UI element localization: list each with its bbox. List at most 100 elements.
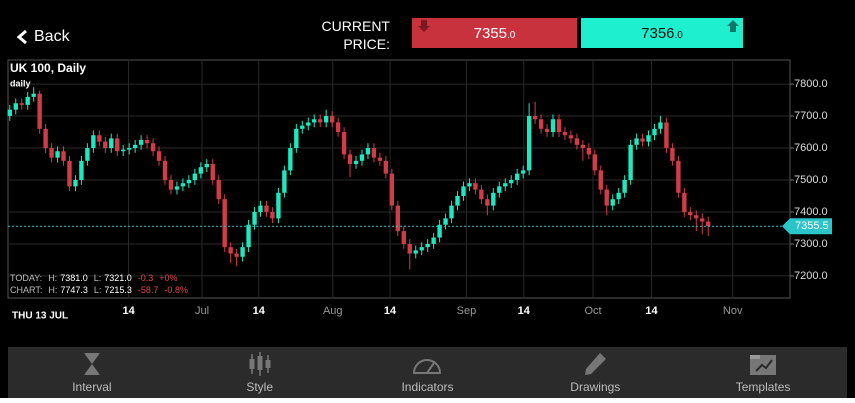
- candle-body: [186, 180, 192, 184]
- x-tick-label: 14: [645, 305, 658, 317]
- candle-body: [19, 103, 24, 105]
- candle-body: [520, 170, 526, 174]
- candle-body: [353, 160, 359, 165]
- candle-body: [79, 160, 84, 180]
- candle-body: [467, 183, 472, 187]
- candle-body: [198, 167, 204, 174]
- candle-body: [168, 180, 174, 190]
- back-button[interactable]: Back: [16, 28, 70, 46]
- sell-button[interactable]: 7355.0: [412, 18, 577, 48]
- candle-body: [419, 247, 424, 251]
- candle-body: [258, 205, 263, 212]
- candle-body: [43, 128, 48, 149]
- stats-l-label: L:: [94, 285, 102, 295]
- candle-body: [138, 140, 144, 145]
- sell-price-decimals: .0: [507, 29, 516, 41]
- candle-body: [335, 122, 341, 133]
- candle-body: [49, 148, 54, 158]
- stats-h: 7381.0: [60, 273, 88, 283]
- cursor-date-bg: [8, 304, 78, 326]
- candle-body: [7, 109, 12, 117]
- y-tick-label: 7600.0: [794, 142, 828, 154]
- tool-indicators[interactable]: Indicators: [344, 347, 512, 398]
- tool-interval[interactable]: Interval: [8, 347, 176, 398]
- candle-body: [121, 149, 126, 152]
- candle-body: [688, 211, 693, 216]
- candle-body: [634, 138, 639, 145]
- candle-body: [55, 151, 60, 158]
- x-tick-label: 14: [253, 305, 266, 317]
- candle-body: [479, 189, 484, 200]
- buy-button[interactable]: 7356.0: [581, 18, 743, 48]
- x-tick-label: Sep: [457, 305, 477, 317]
- candle-body: [329, 116, 335, 123]
- x-tick-label: Jul: [195, 305, 209, 317]
- candle-body: [443, 218, 448, 225]
- candle-body: [115, 138, 120, 152]
- candle-body: [604, 189, 609, 206]
- candle-body: [473, 183, 478, 190]
- y-tick-label: 7800.0: [794, 78, 828, 90]
- candle-body: [204, 164, 209, 168]
- candle-body: [240, 247, 245, 257]
- candle-body: [395, 205, 401, 232]
- candle-body: [174, 186, 180, 190]
- candle-body: [383, 160, 389, 174]
- tool-label: Indicators: [401, 380, 454, 394]
- candle-body: [449, 205, 454, 219]
- candle-body: [306, 122, 311, 126]
- tool-drawings[interactable]: Drawings: [511, 347, 679, 398]
- candle-body: [407, 243, 412, 254]
- candle-body: [61, 151, 66, 161]
- candle-body: [144, 140, 150, 144]
- tool-label: Templates: [735, 380, 791, 394]
- candle-body: [377, 157, 383, 161]
- candle-body: [544, 128, 550, 133]
- up-arrow: [727, 20, 739, 32]
- candle-body: [622, 180, 627, 193]
- stats-label: CHART:: [10, 285, 42, 295]
- candle-body: [413, 250, 418, 254]
- tool-templates[interactable]: Templates: [679, 347, 847, 398]
- candle-body: [658, 122, 663, 129]
- candle-body: [294, 128, 299, 149]
- buy-price-decimals: .0: [674, 29, 683, 41]
- candle-body: [318, 119, 323, 123]
- candle-body: [514, 173, 520, 180]
- plot-frame: [7, 59, 791, 299]
- candle-body: [341, 132, 347, 155]
- candles-icon: [249, 352, 271, 376]
- x-tick-label: Oct: [584, 305, 601, 317]
- candle-body: [431, 237, 436, 244]
- candle-body: [222, 199, 227, 248]
- candle-body: [210, 164, 215, 180]
- candle-body: [300, 125, 305, 129]
- candle-body: [389, 173, 395, 206]
- stats-label: TODAY:: [10, 273, 42, 283]
- candle-body: [670, 148, 675, 161]
- stats-l: 7215.3: [104, 285, 132, 295]
- candle-body: [652, 128, 657, 136]
- candle-body: [580, 144, 586, 149]
- chart-title: UK 100, Daily: [10, 61, 86, 75]
- candle-body: [156, 151, 162, 161]
- chart-subtitle: daily: [10, 78, 31, 88]
- candle-body: [586, 148, 592, 155]
- candle-body: [312, 119, 317, 123]
- stats-h: 7747.3: [60, 285, 88, 295]
- candle-body: [526, 116, 532, 171]
- y-tick-label: 7700.0: [794, 110, 828, 122]
- tool-style[interactable]: Style: [176, 347, 344, 398]
- candle-body: [538, 119, 544, 129]
- candle-body: [485, 199, 490, 206]
- x-tick-label: Aug: [323, 305, 343, 317]
- candle-body: [509, 180, 514, 184]
- tool-label: Style: [246, 380, 274, 394]
- cursor-date: THU 13 JUL: [12, 311, 68, 322]
- price-tag-label: 7355.5: [795, 220, 829, 232]
- stats-change: -0.3: [138, 273, 154, 283]
- candle-body: [497, 186, 502, 193]
- candle-body: [568, 135, 574, 139]
- candle-body: [109, 138, 114, 149]
- candle-body: [556, 119, 562, 133]
